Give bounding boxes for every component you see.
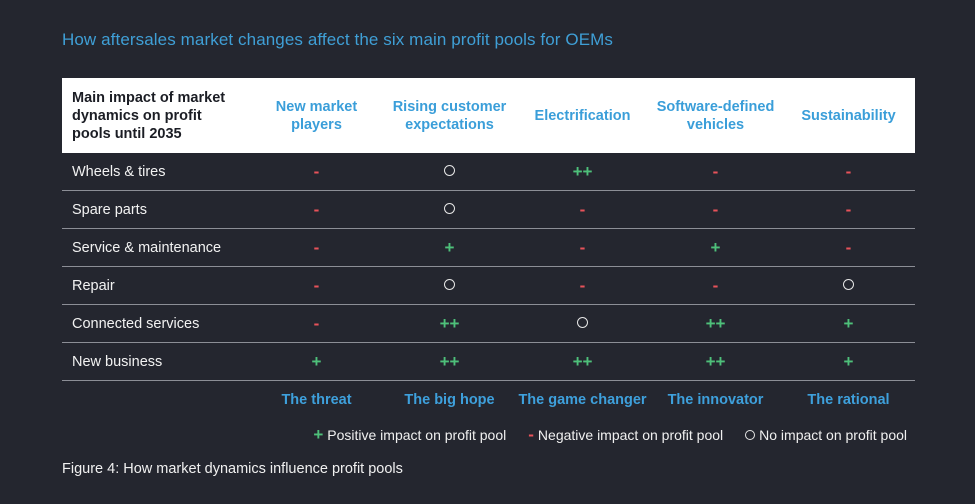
minus-icon: - bbox=[313, 237, 320, 257]
impact-cell: - bbox=[250, 238, 383, 258]
column-header: Rising customer expectations bbox=[392, 98, 507, 133]
impact-cell: - bbox=[250, 162, 383, 182]
impact-cell: ++ bbox=[516, 162, 649, 182]
row-label: Connected services bbox=[72, 315, 200, 332]
table-row: New business + ++ ++ ++ + bbox=[62, 343, 915, 381]
minus-icon: - bbox=[845, 199, 852, 219]
impact-cell: - bbox=[516, 200, 649, 220]
minus-icon: - bbox=[712, 275, 719, 295]
circle-icon bbox=[843, 278, 854, 290]
column-header: Electrification bbox=[534, 107, 631, 124]
impact-cell: ++ bbox=[649, 352, 782, 372]
impact-cell: - bbox=[649, 162, 782, 182]
minus-icon: - bbox=[313, 199, 320, 219]
impact-cell bbox=[383, 277, 516, 295]
minus-icon: - bbox=[579, 237, 586, 257]
column-header: Software-defined vehicles bbox=[656, 98, 775, 133]
plus-icon: ++ bbox=[705, 351, 726, 371]
circle-icon bbox=[577, 316, 588, 328]
minus-icon: - bbox=[579, 275, 586, 295]
chart-title: How aftersales market changes affect the… bbox=[62, 30, 614, 49]
circle-icon bbox=[444, 164, 455, 176]
table-row: Connected services - ++ ++ + bbox=[62, 305, 915, 343]
plus-icon: ++ bbox=[439, 313, 460, 333]
minus-icon: - bbox=[845, 237, 852, 257]
legend-negative-label: Negative impact on profit pool bbox=[537, 427, 724, 443]
impact-cell: - bbox=[649, 200, 782, 220]
row-label: Spare parts bbox=[72, 201, 147, 218]
circle-icon bbox=[444, 278, 455, 290]
plus-icon: + bbox=[843, 313, 854, 333]
plus-icon: ++ bbox=[705, 313, 726, 333]
minus-icon: - bbox=[579, 199, 586, 219]
minus-icon: - bbox=[313, 275, 320, 295]
archetype-row: The threat The big hope The game changer… bbox=[62, 381, 915, 419]
minus-icon: - bbox=[528, 425, 534, 444]
impact-cell: - bbox=[250, 200, 383, 220]
legend-positive-label: Positive impact on profit pool bbox=[327, 427, 507, 443]
impact-cell: - bbox=[782, 162, 915, 182]
impact-cell: ++ bbox=[383, 352, 516, 372]
impact-table: Main impact of market dynamics on profit… bbox=[62, 78, 915, 419]
plus-icon: + bbox=[444, 237, 455, 257]
figure-caption: Figure 4: How market dynamics influence … bbox=[62, 461, 403, 477]
circle-icon bbox=[444, 202, 455, 214]
impact-cell: - bbox=[782, 238, 915, 258]
plus-icon: + bbox=[313, 425, 324, 444]
archetype-label: The threat bbox=[281, 392, 352, 408]
plus-icon: + bbox=[710, 237, 721, 257]
impact-cell: - bbox=[250, 276, 383, 296]
impact-cell bbox=[782, 277, 915, 295]
header-row-label: Main impact of market dynamics on profit… bbox=[72, 89, 226, 142]
minus-icon: - bbox=[845, 161, 852, 181]
legend-negative: - Negative impact on profit pool bbox=[528, 425, 723, 445]
table-row: Spare parts - - - - bbox=[62, 191, 915, 229]
impact-cell: - bbox=[516, 276, 649, 296]
plus-icon: ++ bbox=[439, 351, 460, 371]
impact-cell: - bbox=[649, 276, 782, 296]
plus-icon: + bbox=[843, 351, 854, 371]
legend-none: No impact on profit pool bbox=[745, 427, 907, 443]
table-row: Repair - - - bbox=[62, 267, 915, 305]
archetype-label: The innovator bbox=[667, 392, 764, 408]
plus-icon: ++ bbox=[572, 351, 593, 371]
column-header: Sustainability bbox=[801, 107, 896, 124]
impact-cell: - bbox=[782, 200, 915, 220]
column-header: New market players bbox=[275, 98, 358, 133]
row-label: Service & maintenance bbox=[72, 239, 222, 256]
plus-icon: ++ bbox=[572, 161, 593, 181]
impact-cell bbox=[383, 163, 516, 181]
impact-cell: + bbox=[649, 238, 782, 258]
minus-icon: - bbox=[712, 161, 719, 181]
minus-icon: - bbox=[712, 199, 719, 219]
row-label: Wheels & tires bbox=[72, 163, 166, 180]
impact-cell bbox=[516, 315, 649, 333]
impact-cell: + bbox=[250, 352, 383, 372]
archetype-label: The big hope bbox=[404, 392, 495, 408]
legend-positive: + Positive impact on profit pool bbox=[313, 425, 506, 445]
impact-cell: - bbox=[516, 238, 649, 258]
minus-icon: - bbox=[313, 313, 320, 333]
impact-cell: ++ bbox=[383, 314, 516, 334]
impact-cell bbox=[383, 201, 516, 219]
archetype-label: The game changer bbox=[518, 392, 647, 408]
impact-cell: + bbox=[782, 314, 915, 334]
impact-cell: - bbox=[250, 314, 383, 334]
legend-none-label: No impact on profit pool bbox=[759, 427, 907, 443]
impact-cell: ++ bbox=[516, 352, 649, 372]
table-row: Wheels & tires - ++ - - bbox=[62, 153, 915, 191]
table-body: Wheels & tires - ++ - - Spare parts - - - - Servic… bbox=[62, 153, 915, 381]
impact-cell: + bbox=[383, 238, 516, 258]
row-label: New business bbox=[72, 353, 163, 370]
minus-icon: - bbox=[313, 161, 320, 181]
row-label: Repair bbox=[72, 277, 115, 294]
plus-icon: + bbox=[311, 351, 322, 371]
table-header: Main impact of market dynamics on profit… bbox=[62, 78, 915, 153]
impact-cell: ++ bbox=[649, 314, 782, 334]
circle-icon bbox=[745, 430, 756, 440]
impact-cell: + bbox=[782, 352, 915, 372]
legend: + Positive impact on profit pool - Negat… bbox=[313, 425, 907, 445]
table-row: Service & maintenance - + - + - bbox=[62, 229, 915, 267]
archetype-label: The rational bbox=[807, 392, 890, 408]
